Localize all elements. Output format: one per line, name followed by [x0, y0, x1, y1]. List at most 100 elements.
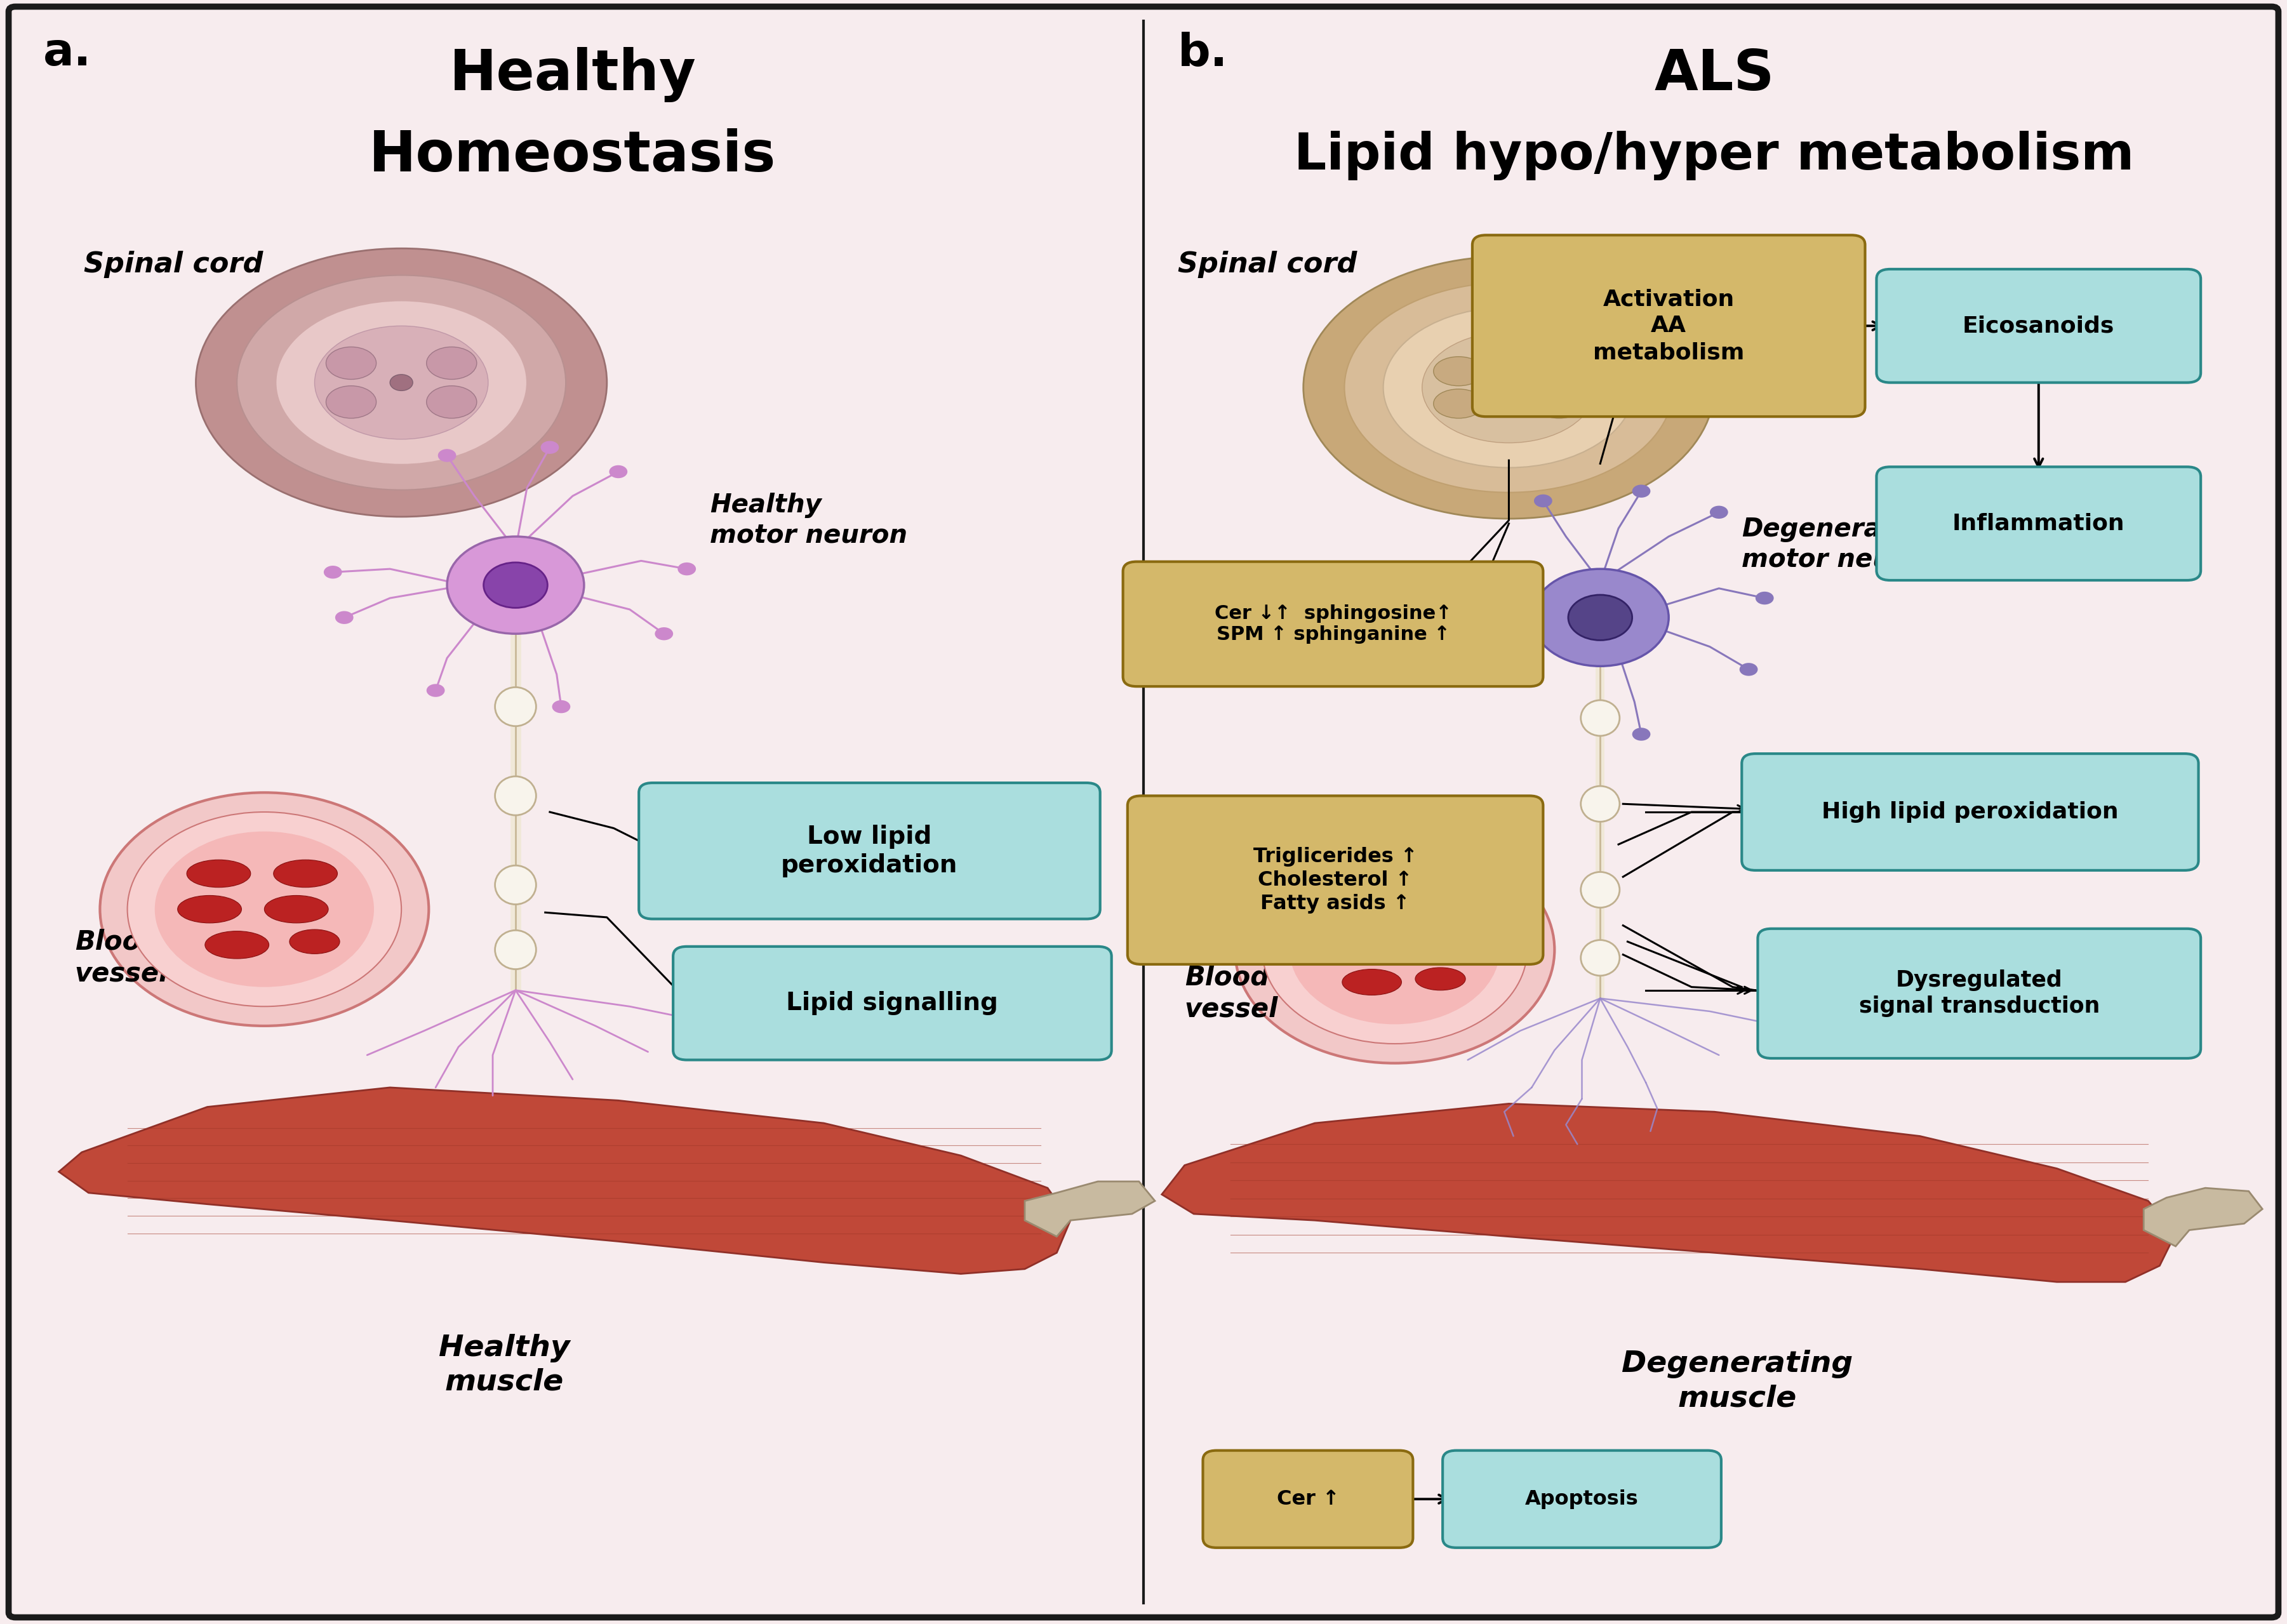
- Ellipse shape: [1402, 905, 1461, 931]
- Ellipse shape: [1535, 357, 1585, 387]
- Ellipse shape: [1580, 786, 1619, 822]
- FancyBboxPatch shape: [1759, 929, 2200, 1059]
- Ellipse shape: [265, 895, 329, 922]
- Text: Blood
vessel: Blood vessel: [75, 929, 169, 987]
- Text: Degenerating
motor neuron: Degenerating motor neuron: [1743, 516, 1939, 573]
- Circle shape: [1235, 836, 1555, 1064]
- Circle shape: [654, 627, 672, 640]
- FancyBboxPatch shape: [1473, 235, 1866, 417]
- Circle shape: [1633, 728, 1651, 741]
- Ellipse shape: [316, 326, 487, 438]
- Text: Blood
vessel: Blood vessel: [1185, 965, 1278, 1023]
- Ellipse shape: [1423, 331, 1596, 443]
- Text: Triglicerides ↑
Cholesterol ↑
Fatty asids ↑: Triglicerides ↑ Cholesterol ↑ Fatty asid…: [1253, 846, 1418, 913]
- Polygon shape: [1162, 1104, 2175, 1281]
- Circle shape: [1711, 505, 1729, 518]
- Text: Apoptosis: Apoptosis: [1525, 1489, 1640, 1509]
- Circle shape: [325, 565, 343, 578]
- Circle shape: [437, 448, 455, 461]
- Polygon shape: [1025, 1182, 1155, 1236]
- Circle shape: [156, 831, 375, 987]
- Circle shape: [1532, 568, 1670, 666]
- Ellipse shape: [1580, 940, 1619, 976]
- Polygon shape: [2143, 1187, 2262, 1246]
- Circle shape: [677, 562, 695, 575]
- Circle shape: [336, 611, 354, 624]
- Text: Healthy
muscle: Healthy muscle: [439, 1333, 569, 1397]
- Text: Degenerating
muscle: Degenerating muscle: [1621, 1350, 1852, 1413]
- Circle shape: [1432, 646, 1450, 659]
- Circle shape: [101, 793, 428, 1026]
- FancyBboxPatch shape: [9, 6, 2278, 1618]
- Circle shape: [1535, 494, 1553, 507]
- Ellipse shape: [1315, 937, 1374, 963]
- Circle shape: [391, 375, 412, 391]
- Ellipse shape: [1304, 257, 1715, 518]
- Text: Eicosanoids: Eicosanoids: [1962, 315, 2115, 336]
- Ellipse shape: [494, 866, 535, 905]
- Text: ALS: ALS: [1654, 47, 1775, 102]
- Circle shape: [608, 464, 627, 477]
- Text: Cer ↓↑  sphingosine↑
SPM ↑ sphinganine ↑: Cer ↓↑ sphingosine↑ SPM ↑ sphinganine ↑: [1214, 604, 1452, 643]
- FancyBboxPatch shape: [1878, 270, 2200, 383]
- Ellipse shape: [1434, 390, 1484, 419]
- Circle shape: [540, 440, 558, 453]
- Ellipse shape: [327, 387, 377, 419]
- FancyBboxPatch shape: [1878, 466, 2200, 580]
- Text: Lipid signalling: Lipid signalling: [787, 991, 999, 1015]
- Text: Spinal cord: Spinal cord: [1178, 250, 1356, 278]
- Circle shape: [1498, 380, 1521, 396]
- Text: Spinal cord: Spinal cord: [85, 250, 263, 278]
- Ellipse shape: [197, 248, 606, 516]
- Circle shape: [425, 684, 444, 697]
- FancyBboxPatch shape: [1123, 562, 1544, 687]
- Circle shape: [1569, 594, 1633, 640]
- Text: a.: a.: [43, 31, 91, 75]
- Ellipse shape: [425, 348, 476, 380]
- Ellipse shape: [494, 931, 535, 970]
- Ellipse shape: [1324, 905, 1384, 931]
- Text: Dysregulated
signal transduction: Dysregulated signal transduction: [1859, 970, 2099, 1017]
- Ellipse shape: [327, 348, 377, 380]
- Text: Inflammation: Inflammation: [1953, 513, 2125, 534]
- Ellipse shape: [206, 931, 270, 958]
- Circle shape: [551, 700, 569, 713]
- Ellipse shape: [1434, 357, 1484, 387]
- Circle shape: [1756, 591, 1775, 604]
- Ellipse shape: [178, 895, 242, 922]
- Ellipse shape: [238, 274, 565, 490]
- Ellipse shape: [1535, 390, 1585, 419]
- Text: Healthy: Healthy: [448, 47, 695, 102]
- Circle shape: [1262, 856, 1528, 1044]
- Text: Lipid hypo/hyper metabolism: Lipid hypo/hyper metabolism: [1294, 132, 2134, 180]
- Text: Homeostasis: Homeostasis: [368, 128, 775, 184]
- Circle shape: [1633, 484, 1651, 497]
- FancyBboxPatch shape: [638, 783, 1100, 919]
- Ellipse shape: [290, 929, 341, 953]
- Circle shape: [1413, 598, 1432, 611]
- FancyBboxPatch shape: [1127, 796, 1544, 965]
- Ellipse shape: [1416, 968, 1466, 991]
- Circle shape: [1290, 875, 1500, 1025]
- Circle shape: [483, 562, 547, 607]
- FancyBboxPatch shape: [1743, 754, 2198, 870]
- Circle shape: [1740, 663, 1759, 676]
- Ellipse shape: [1393, 937, 1452, 963]
- Text: b.: b.: [1178, 31, 1228, 75]
- Ellipse shape: [425, 387, 476, 419]
- Text: Healthy
motor neuron: Healthy motor neuron: [709, 492, 908, 549]
- Text: Activation
AA
metabolism: Activation AA metabolism: [1594, 289, 1745, 364]
- Ellipse shape: [1580, 700, 1619, 736]
- Text: Cer ↑: Cer ↑: [1276, 1489, 1340, 1509]
- Polygon shape: [59, 1088, 1070, 1273]
- FancyBboxPatch shape: [1203, 1450, 1413, 1548]
- FancyBboxPatch shape: [1443, 1450, 1722, 1548]
- Ellipse shape: [1384, 307, 1635, 468]
- FancyBboxPatch shape: [672, 947, 1111, 1060]
- Ellipse shape: [188, 859, 252, 887]
- Text: High lipid peroxidation: High lipid peroxidation: [1823, 801, 2118, 823]
- Ellipse shape: [1342, 970, 1402, 996]
- Circle shape: [446, 536, 583, 633]
- Ellipse shape: [494, 687, 535, 726]
- Ellipse shape: [1580, 872, 1619, 908]
